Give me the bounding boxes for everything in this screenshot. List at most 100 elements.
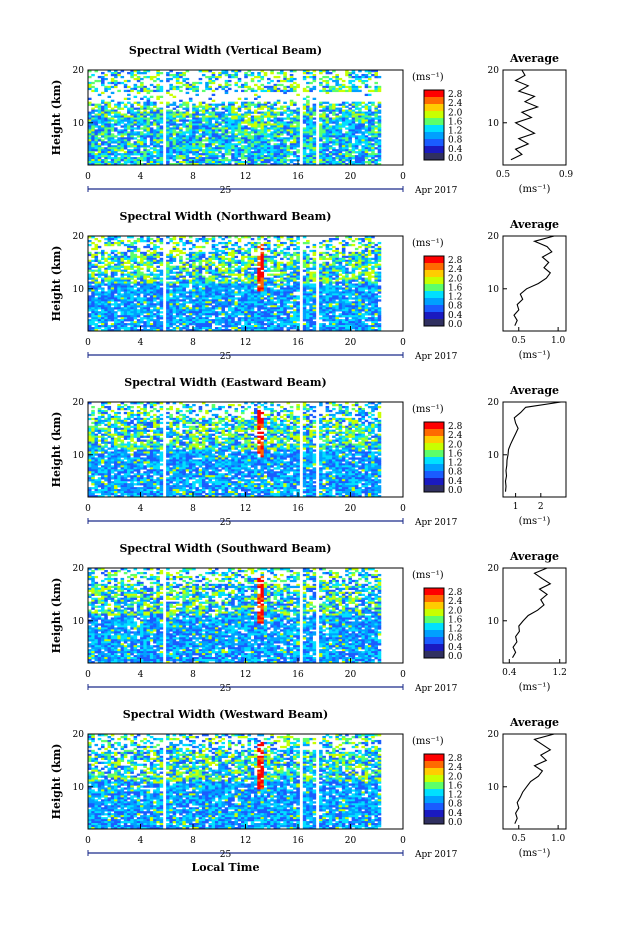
heatmap-cell: [250, 243, 255, 247]
heatmap-cell: [312, 253, 317, 257]
heatmap-cell: [237, 133, 242, 136]
heatmap-cell: [218, 123, 222, 126]
heatmap-cell: [280, 155, 284, 158]
heatmap-cell: [361, 295, 365, 298]
heatmap-cell: [159, 251, 164, 255]
heatmap-cell: [172, 141, 177, 144]
heatmap-cell: [354, 289, 359, 292]
heatmap-cell: [237, 125, 242, 128]
heatmap-cell: [257, 135, 261, 138]
heatmap-cell: [293, 275, 297, 278]
heatmap-cell: [107, 95, 112, 99]
heatmap-cell: [293, 263, 297, 266]
heatmap-cell: [371, 103, 375, 106]
heatmap-cell: [341, 147, 346, 150]
x-tick-label: 8: [190, 172, 196, 182]
heatmap-cell: [192, 271, 196, 274]
heatmap-cell: [97, 127, 102, 130]
heatmap-cell: [322, 79, 326, 83]
heatmap-cell: [244, 293, 248, 296]
heatmap-cell: [237, 107, 242, 110]
heatmap-cell: [270, 133, 274, 136]
heatmap-cell: [260, 247, 265, 251]
heatmap-cell: [348, 119, 352, 122]
heatmap-cell: [374, 275, 378, 278]
heatmap-cell: [159, 149, 164, 152]
heatmap-cell: [306, 81, 310, 85]
heatmap-cell: [133, 283, 138, 286]
heatmap-cell: [247, 279, 252, 282]
heatmap-cell: [208, 149, 212, 152]
heatmap-cell: [358, 273, 362, 276]
heatmap-cell: [237, 299, 242, 302]
heatmap-cell: [114, 75, 118, 79]
heatmap-cell: [101, 71, 105, 75]
heatmap-cell: [234, 161, 239, 164]
heatmap-cell: [280, 157, 284, 160]
heatmap-cell: [296, 295, 300, 298]
heatmap-cell: [208, 119, 212, 122]
heatmap-cell: [130, 151, 134, 154]
heatmap-cell: [221, 259, 226, 263]
heatmap-cell: [133, 275, 138, 278]
heatmap-cell: [117, 289, 121, 292]
heatmap-cell: [351, 285, 356, 288]
heatmap-cell: [208, 151, 212, 154]
heatmap-cell: [338, 85, 343, 89]
heatmap-cell: [260, 133, 265, 136]
heatmap-cell: [205, 153, 209, 156]
heatmap-cell: [114, 151, 118, 154]
heatmap-cell: [367, 131, 372, 134]
heatmap-cell: [205, 83, 209, 87]
heatmap-cell: [198, 103, 203, 106]
heatmap-cell: [306, 265, 310, 268]
heatmap-cell: [367, 119, 372, 122]
heatmap-cell: [296, 137, 300, 140]
heatmap-cell: [322, 267, 326, 270]
heatmap-cell: [270, 277, 274, 280]
heatmap-cell: [101, 139, 105, 142]
heatmap-cell: [374, 81, 378, 85]
heatmap-cell: [133, 70, 138, 73]
heatmap-cell: [179, 285, 183, 288]
heatmap-cell: [104, 113, 108, 116]
heatmap-cell: [374, 243, 378, 247]
heatmap-cell: [273, 263, 278, 266]
heatmap-cell: [136, 119, 141, 122]
heatmap-cell: [332, 109, 336, 112]
heatmap-cell: [201, 281, 206, 284]
heatmap-cell: [250, 237, 255, 241]
heatmap-cell: [153, 155, 157, 158]
heatmap-cell: [153, 159, 157, 162]
heatmap-cell: [218, 113, 222, 116]
heatmap-cell: [214, 155, 219, 158]
heatmap-cell: [280, 249, 284, 253]
heatmap-cell: [91, 155, 95, 158]
heatmap-cell: [88, 111, 92, 114]
heatmap-cell: [143, 263, 147, 266]
heatmap-cell: [335, 113, 339, 116]
heatmap-cell: [319, 287, 323, 290]
heatmap-cell: [227, 143, 232, 146]
heatmap-cell: [351, 163, 356, 166]
heatmap-cell: [358, 115, 362, 118]
heatmap-cell: [127, 257, 131, 261]
heatmap-cell: [192, 291, 196, 294]
heatmap-cell: [110, 119, 115, 122]
heatmap-cell: [208, 123, 212, 126]
heatmap-cell: [195, 143, 199, 146]
heatmap-cell: [133, 133, 138, 136]
heatmap-cell: [306, 291, 310, 294]
heatmap-cell: [107, 157, 112, 160]
heatmap-cell: [237, 147, 242, 150]
heatmap-cell: [244, 155, 248, 158]
heatmap-cell: [97, 275, 102, 278]
heatmap-cell: [244, 283, 248, 286]
heatmap-cell: [159, 293, 164, 296]
heatmap-cell: [224, 85, 229, 89]
heatmap-cell: [127, 149, 131, 152]
heatmap-cell: [211, 251, 216, 255]
heatmap-cell: [312, 149, 317, 152]
heatmap-cell: [182, 297, 186, 300]
heatmap-cell: [146, 133, 151, 136]
